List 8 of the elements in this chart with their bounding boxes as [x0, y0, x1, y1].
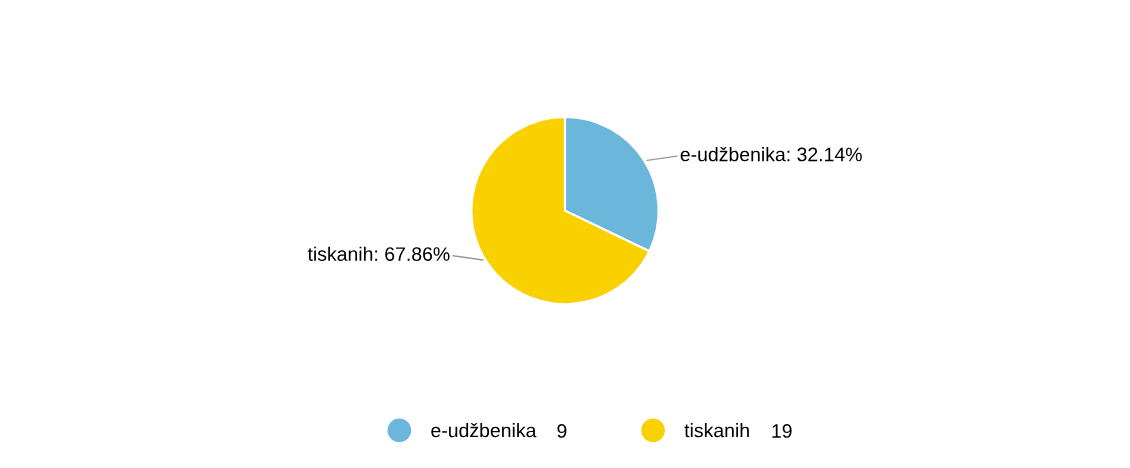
- text: 9: [557, 424, 567, 438]
- legend-label: e-udžbenika: [431, 422, 537, 438]
- data-label: : 32.14%: [787, 147, 862, 162]
- slice-label: e-udžbenika: [680, 146, 786, 162]
- legend-label: tiskanih: [684, 423, 749, 438]
- text: 19: [772, 424, 792, 438]
- data-label: : 67.86%: [375, 247, 450, 261]
- slice-label: tiskanih: [307, 246, 373, 261]
